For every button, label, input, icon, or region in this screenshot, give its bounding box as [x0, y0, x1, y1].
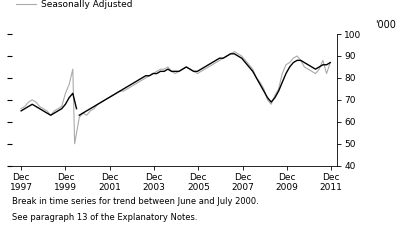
- Text: See paragraph 13 of the Explanatory Notes.: See paragraph 13 of the Explanatory Note…: [12, 213, 197, 222]
- Legend: Trend, Seasonally Adjusted: Trend, Seasonally Adjusted: [16, 0, 132, 9]
- Text: '000: '000: [375, 20, 395, 30]
- Text: Break in time series for trend between June and July 2000.: Break in time series for trend between J…: [12, 197, 259, 207]
